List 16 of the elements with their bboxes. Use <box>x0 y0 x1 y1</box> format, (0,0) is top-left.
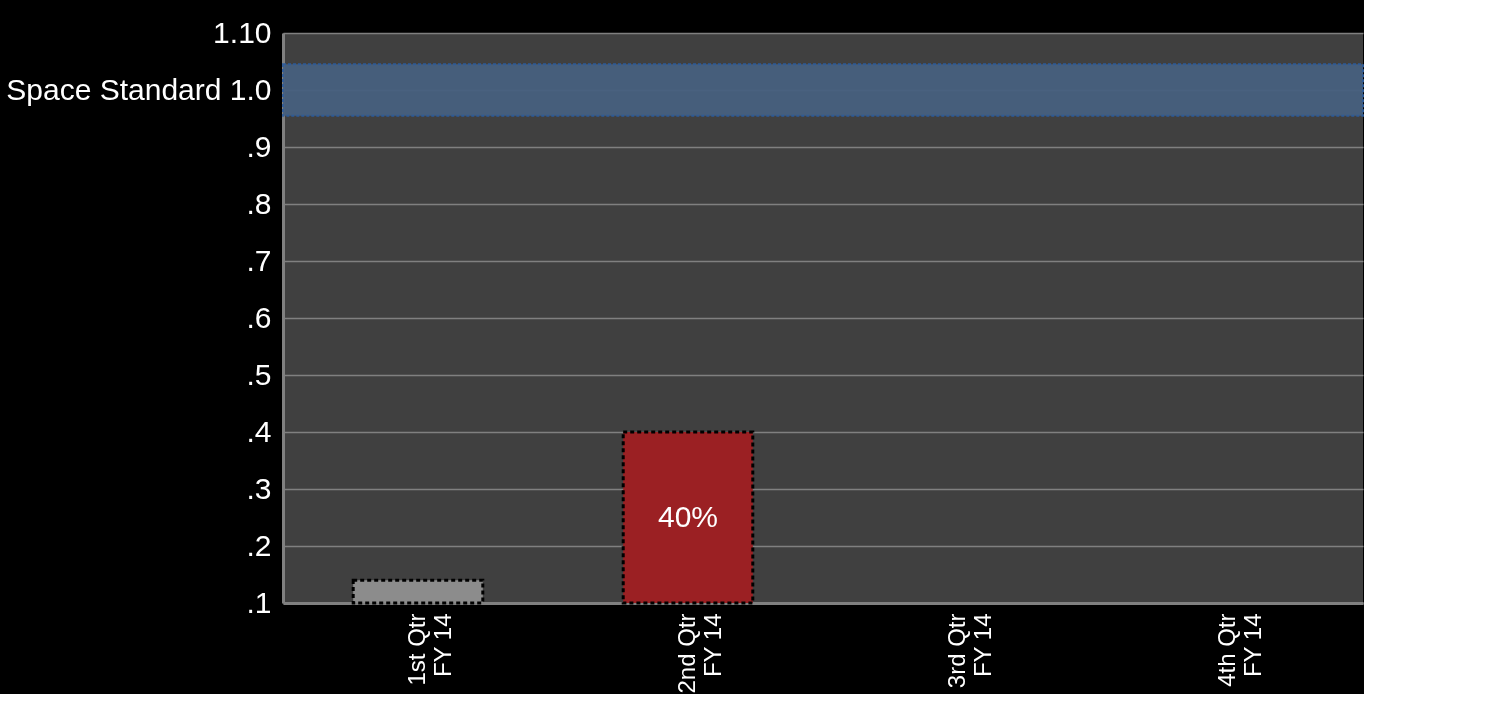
y-tick-label: .5 <box>246 357 272 391</box>
y-tick-label: .3 <box>246 471 272 505</box>
x-tick-label: 1st Qtr FY 14 <box>403 613 456 686</box>
x-tick-label: 3rd Qtr FY 14 <box>943 613 996 689</box>
y-tick-label: .2 <box>246 528 272 562</box>
y-tick-label: .7 <box>246 243 272 277</box>
data-label: 40% <box>657 499 719 533</box>
y-tick-label: .6 <box>246 300 272 334</box>
y-tick-label: Space Standard 1.0 <box>6 72 272 106</box>
x-tick-label: 2nd Qtr FY 14 <box>673 613 726 694</box>
y-tick-label: .9 <box>246 129 272 163</box>
x-tick-label: 4th Qtr FY 14 <box>1213 613 1266 687</box>
y-tick-label: .1 <box>246 585 272 619</box>
y-tick-label: .8 <box>246 186 272 220</box>
y-tick-label: 1.10 <box>213 15 272 49</box>
y-tick-label: .4 <box>246 414 272 448</box>
